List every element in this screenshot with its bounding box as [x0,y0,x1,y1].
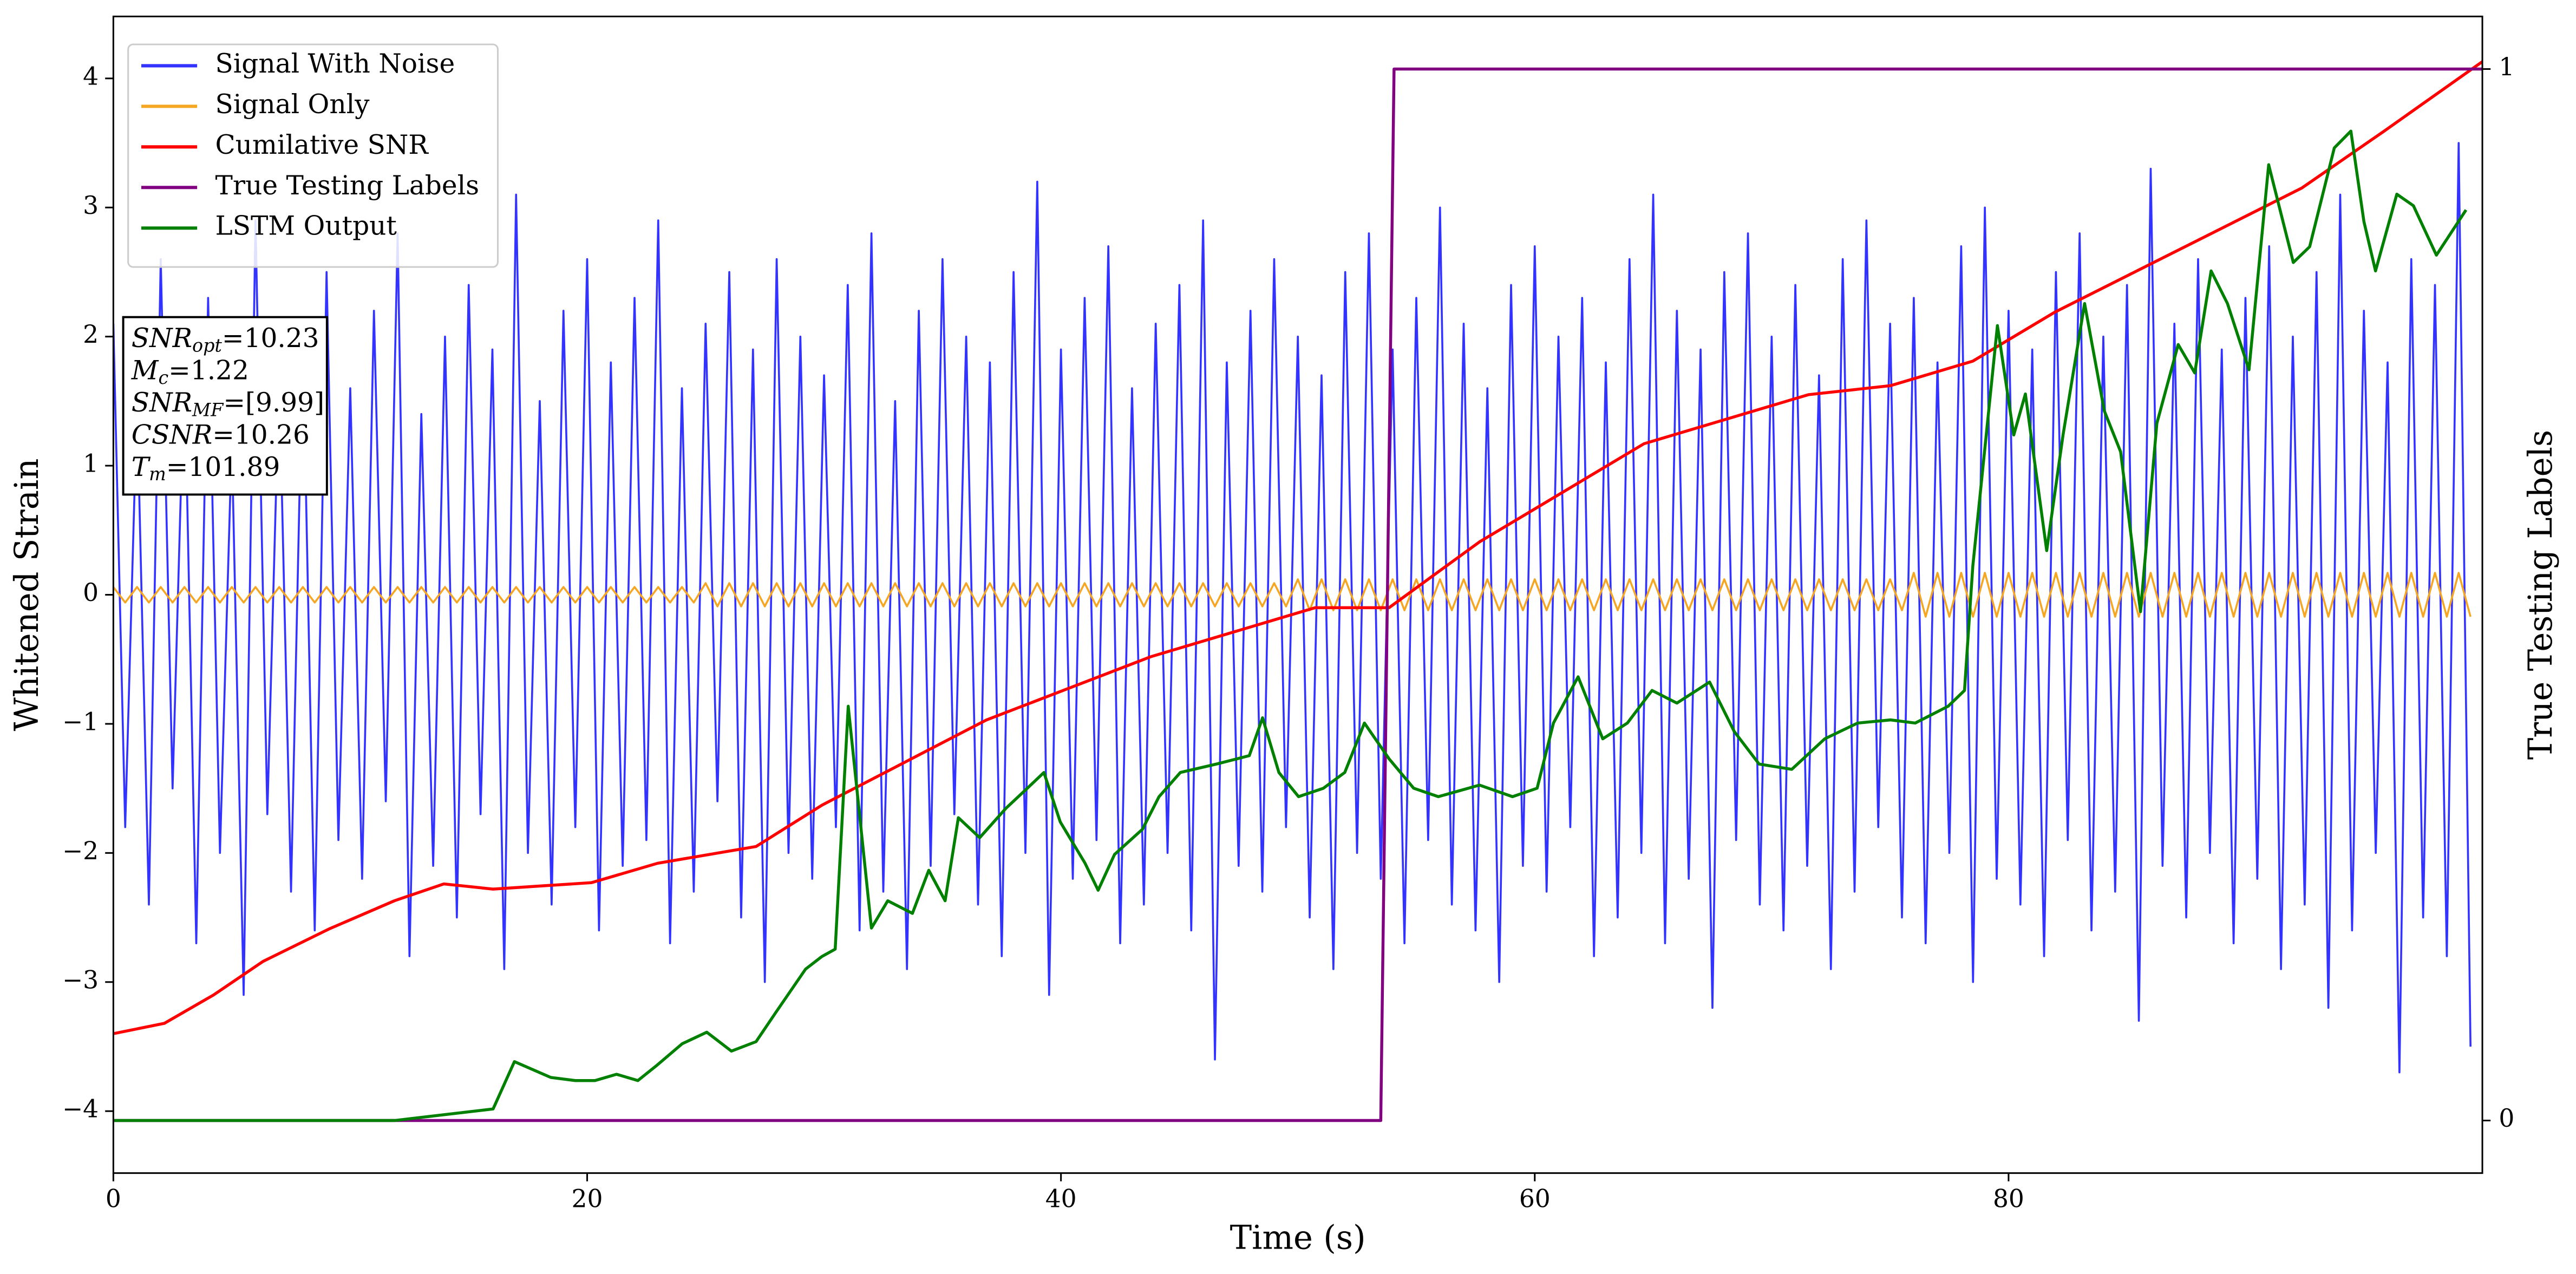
legend-label: Cumilative SNR [215,130,429,160]
annotation-text: SNRMF=[9.99] [132,388,324,421]
annotation-symbol: SNR [132,323,192,354]
annotation-text: Mc=1.22 [131,355,249,388]
legend-label: LSTM Output [215,211,397,241]
annotation-symbol: T [132,452,151,482]
y2-tick-label: 0 [2499,1104,2514,1133]
annotation-subscript: m [149,463,166,485]
annotation-symbol: M [131,355,159,386]
series-line [113,129,2468,1122]
y-tick-label: 0 [83,578,99,607]
y-tick-label: 4 [83,62,99,90]
annotation-subscript: opt [192,335,222,356]
y2-tick-label: 1 [2499,53,2514,81]
y-tick-label: 3 [83,191,99,220]
y-tick-label: 2 [83,320,99,349]
series-line [113,60,2483,1035]
annotation-text: Tm=101.89 [132,452,280,485]
annotation-text: SNRopt=10.23 [132,323,319,356]
annotation-symbol: CSNR [132,420,212,450]
annotation-text: CSNR=10.26 [132,420,310,450]
legend-label: True Testing Labels [215,171,480,201]
y-axis-label: Whitened Strain [8,459,46,731]
annotation-subscript: MF [192,399,224,420]
annotation-value: =101.89 [166,452,280,482]
series-line [113,142,2472,1074]
legend-label: Signal Only [215,89,370,120]
x-tick-label: 20 [572,1185,603,1213]
y-tick-label: −1 [62,707,99,736]
annotation-value: =[9.99] [223,388,324,418]
y-tick-label: −2 [62,837,99,865]
y2-axis-label: True Testing Labels [2522,430,2560,760]
x-tick-label: 40 [1045,1185,1077,1213]
x-axis-label: Time (s) [1230,1219,1366,1257]
x-tick-label: 60 [1519,1185,1551,1213]
annotation-value: =10.23 [222,323,319,354]
series-line [113,572,2472,618]
annotation-value: =1.22 [168,355,249,386]
legend-label: Signal With Noise [215,49,455,79]
annotation-symbol: SNR [132,388,192,418]
x-tick-label: 0 [106,1185,121,1213]
annotation-value: =10.26 [212,420,310,450]
y-tick-label: 1 [83,449,99,478]
legend-box [127,43,499,268]
series-line [113,67,2483,1122]
x-tick-label: 80 [1993,1185,2024,1213]
y-tick-label: −4 [62,1095,99,1123]
y-tick-label: −3 [62,965,99,994]
annotation-subscript: c [158,367,168,388]
annotation-box [122,316,328,496]
